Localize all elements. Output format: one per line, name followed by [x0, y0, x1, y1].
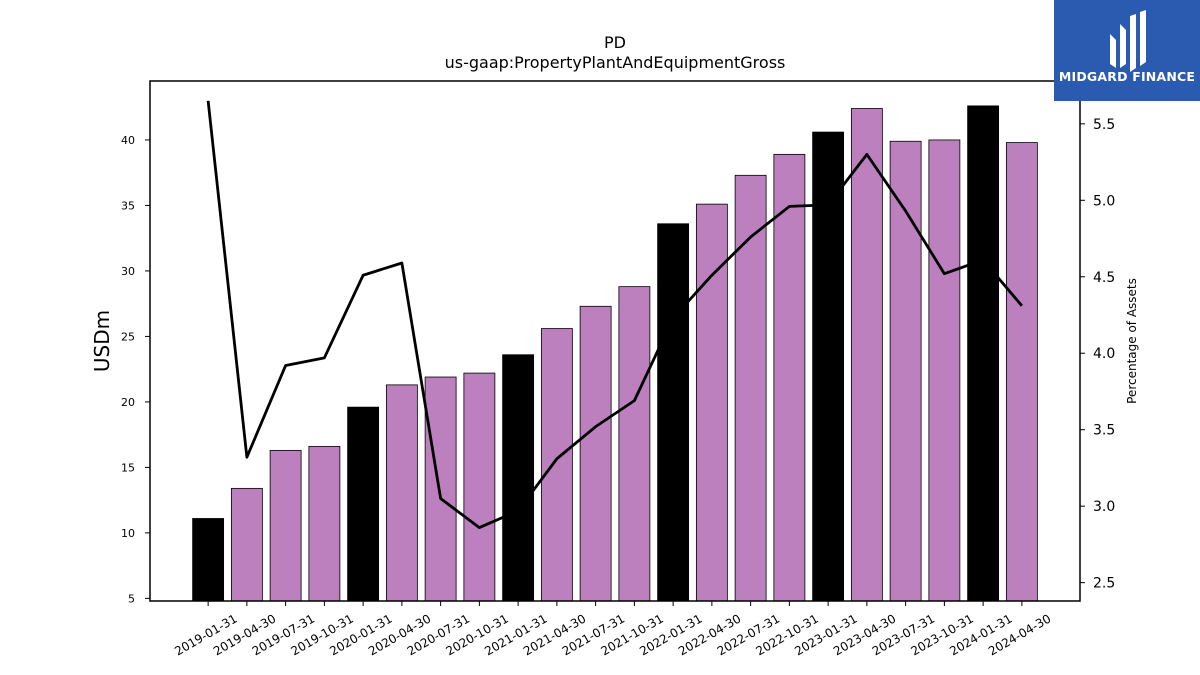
y2-tick-label: 4.5	[1093, 270, 1115, 286]
y-tick-label: 15	[121, 461, 135, 474]
y-tick-label: 30	[121, 265, 135, 278]
bar	[695, 203, 728, 602]
bar	[657, 223, 690, 602]
chart-subtitle: us-gaap:PropertyPlantAndEquipmentGross	[445, 53, 786, 72]
y-tick-label: 40	[121, 134, 135, 147]
bar	[928, 139, 961, 602]
y2-tick-label: 3.0	[1093, 499, 1115, 515]
bar	[463, 372, 496, 602]
logo-text: MIDGARD FINANCE	[1058, 69, 1196, 84]
x-axis: 2019-01-312019-04-302019-07-312019-10-31…	[172, 601, 1053, 658]
plot-frame	[149, 80, 1081, 602]
chart-title: PD	[604, 33, 626, 52]
bar	[192, 518, 225, 602]
bar	[308, 446, 341, 602]
y-tick-label: 5	[128, 592, 135, 605]
y2-axis-label: Percentage of Assets	[1125, 278, 1139, 404]
bar-group	[192, 105, 1038, 602]
midgard-logo-icon	[1054, 0, 1200, 101]
line-group	[206, 100, 1023, 529]
y-tick-label: 25	[121, 330, 135, 343]
y2-tick-label: 3.5	[1093, 423, 1115, 439]
bar	[967, 105, 1000, 602]
bar	[424, 376, 457, 602]
left-axis: 5 10 15 20 25 30 35 40	[121, 134, 150, 605]
brand-logo: MIDGARD FINANCE	[1054, 0, 1200, 101]
bar	[502, 354, 535, 602]
y-tick-label: 20	[121, 396, 135, 409]
bar	[347, 406, 380, 602]
series-line	[206, 100, 1023, 529]
y2-tick-label: 4.0	[1093, 346, 1115, 362]
y-axis-label: USDm	[90, 310, 114, 372]
y-tick-label: 35	[121, 199, 135, 212]
bar	[579, 305, 612, 602]
bar	[1005, 142, 1038, 602]
y2-tick-label: 5.5	[1093, 117, 1115, 133]
bar	[385, 384, 418, 602]
y-tick-label: 10	[121, 527, 135, 540]
bar	[540, 328, 573, 602]
right-axis: 2.5 3.0 3.5 4.0 4.5 5.0 5.5	[1080, 117, 1115, 592]
bar	[889, 140, 922, 602]
bar	[618, 286, 651, 602]
bar	[230, 487, 263, 602]
bar	[773, 153, 806, 602]
bar	[850, 108, 883, 602]
bar	[734, 174, 767, 602]
bar	[269, 449, 302, 602]
y2-tick-label: 2.5	[1093, 576, 1115, 592]
bar	[812, 131, 845, 602]
y2-tick-label: 5.0	[1093, 193, 1115, 209]
